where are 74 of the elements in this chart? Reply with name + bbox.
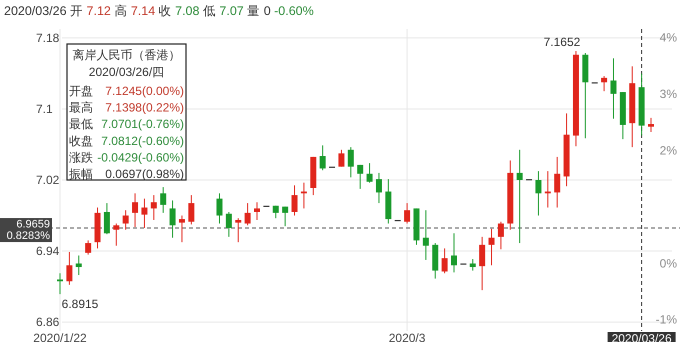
- candlestick: [132, 192, 138, 228]
- annotation: 振幅: [69, 167, 93, 181]
- chart-title: 2020/03/26 开 7.12 高 7.14 收 7.08 低 7.07 量 0 -0.60%: [4, 4, 314, 18]
- candlestick: [122, 210, 129, 230]
- candlestick: [404, 202, 410, 224]
- annotation: 7.1245(0.00%): [105, 84, 184, 98]
- annotation: 7.1652: [544, 35, 581, 50]
- candlestick: [104, 202, 110, 235]
- candlestick: [554, 156, 560, 208]
- annotation: 离岸人民币（香港）: [72, 48, 180, 62]
- y-tick-label: 6.94: [36, 244, 60, 258]
- y-tick-label: 7.18: [36, 30, 60, 45]
- annotation: -0.0429(-0.60%): [97, 150, 184, 164]
- annotation: 7.0812(-0.60%): [101, 134, 184, 148]
- candlestick: [76, 255, 82, 276]
- candlestick: [320, 144, 326, 171]
- candlestick: [170, 200, 176, 238]
- candlestick: [338, 149, 344, 168]
- y2-tick-label: 3%: [660, 86, 678, 101]
- candlestick: [244, 202, 251, 226]
- y2-tick-label: 0%: [660, 256, 678, 270]
- y2-tick-label: -1%: [656, 312, 678, 327]
- x-tick-label: 2020/3: [388, 331, 426, 342]
- annotation: 7.0701(-0.76%): [101, 117, 184, 132]
- annotation: 涨跌: [69, 150, 93, 164]
- candlestick: [488, 228, 495, 266]
- candlestick: [610, 58, 616, 120]
- candlestick: [348, 146, 354, 178]
- candlestick: [648, 117, 654, 133]
- candlestick: [300, 182, 307, 209]
- candlestick: [57, 272, 63, 295]
- y2-tick-label: 2%: [660, 143, 678, 158]
- candlestick: [366, 162, 373, 184]
- annotation: 开盘: [69, 84, 93, 98]
- candlestick: [113, 223, 120, 246]
- annotation: 7.1398(0.22%): [105, 100, 184, 115]
- ref-line-label: 6.9659 0.8283%: [6, 218, 50, 242]
- y2-tick-label: 4%: [660, 30, 678, 44]
- candlestick: [150, 194, 157, 220]
- candlestick: [66, 251, 72, 286]
- candlestick: [85, 240, 92, 256]
- y-tick-label: 6.86: [36, 315, 60, 330]
- candlestick: [282, 206, 288, 227]
- candlestick: [160, 186, 166, 214]
- candlestick: [479, 236, 486, 291]
- candlestick: [272, 205, 279, 219]
- candlestick: [141, 198, 148, 228]
- candlestick: [188, 194, 194, 225]
- candlestick: [498, 221, 504, 250]
- annotation: 最低: [69, 117, 93, 132]
- candlestick: [516, 149, 523, 244]
- candlestick: [254, 202, 260, 220]
- candlestick: [422, 210, 429, 260]
- x-tick-label: 2020/1/22: [33, 331, 88, 342]
- y-tick-label: 7.1: [36, 102, 54, 116]
- annotation: 2020/03/26/四: [88, 65, 164, 79]
- annotation: 最高: [69, 100, 93, 115]
- candlestick: [235, 218, 242, 243]
- candlestick: [442, 248, 448, 274]
- candlestick: [226, 211, 232, 238]
- candlestick: [601, 76, 608, 92]
- y-tick-label: 7.02: [36, 173, 60, 187]
- candlestick: [178, 215, 185, 243]
- candlestick: [216, 192, 222, 224]
- annotation: 0.0697(0.98%): [105, 167, 184, 181]
- candlestick: [292, 184, 298, 216]
- annotation: 收盘: [69, 134, 93, 148]
- candlestick: [470, 258, 476, 272]
- candlestick: [544, 170, 551, 208]
- candlestick: [376, 172, 382, 204]
- annotation: 6.8915: [62, 297, 99, 312]
- candlestick: [535, 170, 542, 216]
- candlestick: [451, 232, 457, 273]
- candlestick: [357, 164, 364, 190]
